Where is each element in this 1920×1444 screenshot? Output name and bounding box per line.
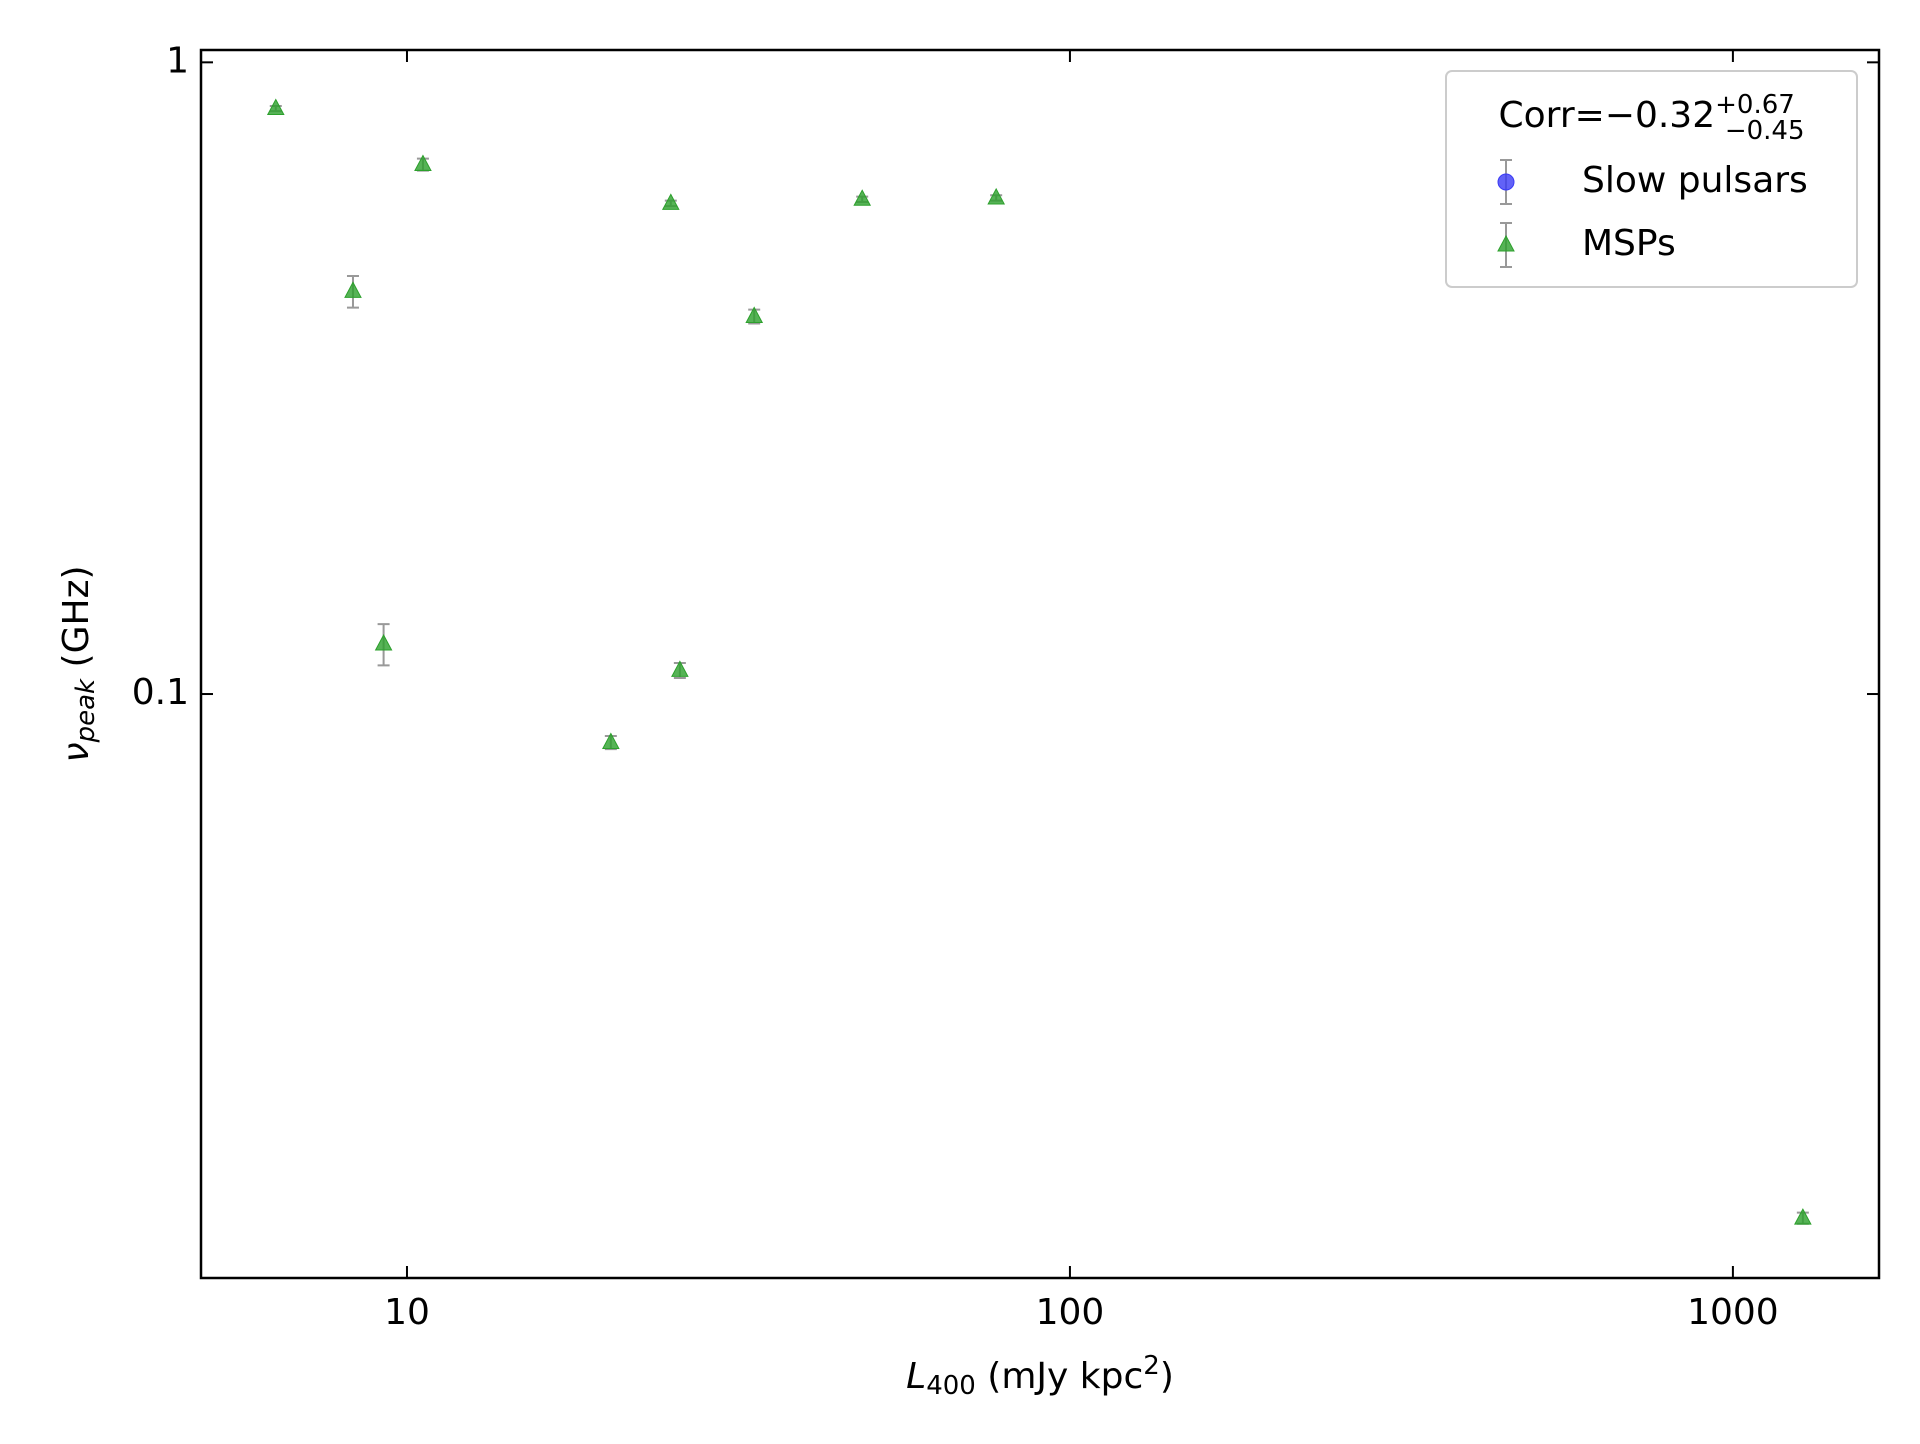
marker <box>374 633 393 651</box>
y-tick-label: 1 <box>166 40 189 81</box>
x-tick-label: 100 <box>1036 1292 1105 1333</box>
x-label-main: L <box>906 1356 926 1397</box>
x-label-rest: (mJy kpc <box>976 1356 1143 1397</box>
y-tick-label: 0.1 <box>132 672 189 713</box>
legend-title-sub: −0.45 <box>1725 116 1805 146</box>
x-label-sup: 2 <box>1143 1351 1160 1381</box>
legend-marker <box>1497 234 1515 252</box>
legend-title-main: Corr=−0.32 <box>1499 95 1716 136</box>
marker <box>661 193 680 210</box>
x-label-sub: 400 <box>926 1371 976 1401</box>
legend-marker <box>1497 173 1515 191</box>
x-axis-label: L400 (mJy kpc2) <box>906 1351 1174 1401</box>
plot-frame <box>199 48 1881 1280</box>
marker <box>602 732 620 750</box>
x-tick-label: 10 <box>384 1292 430 1333</box>
marker <box>853 189 872 206</box>
y-label-main: ν <box>56 742 97 762</box>
marker <box>745 306 764 323</box>
legend-box <box>1445 70 1858 288</box>
legend-title: Corr=−0.32+0.67 −0.45 <box>1499 90 1805 146</box>
marker <box>344 281 362 298</box>
y-label-rest: (GHz) <box>56 565 97 678</box>
y-label-sub: peak <box>71 678 101 743</box>
marker <box>671 660 689 677</box>
marker <box>266 98 285 116</box>
marker <box>414 154 432 172</box>
marker <box>987 187 1006 205</box>
marker <box>1794 1208 1812 1225</box>
x-label-end: ) <box>1160 1356 1174 1397</box>
legend-label: Slow pulsars <box>1582 160 1808 201</box>
legend-label: MSPs <box>1582 223 1676 264</box>
legend-title-sup: +0.67 <box>1715 90 1795 120</box>
y-axis-label: νpeak (GHz) <box>56 565 101 762</box>
x-tick-label: 1000 <box>1687 1292 1779 1333</box>
